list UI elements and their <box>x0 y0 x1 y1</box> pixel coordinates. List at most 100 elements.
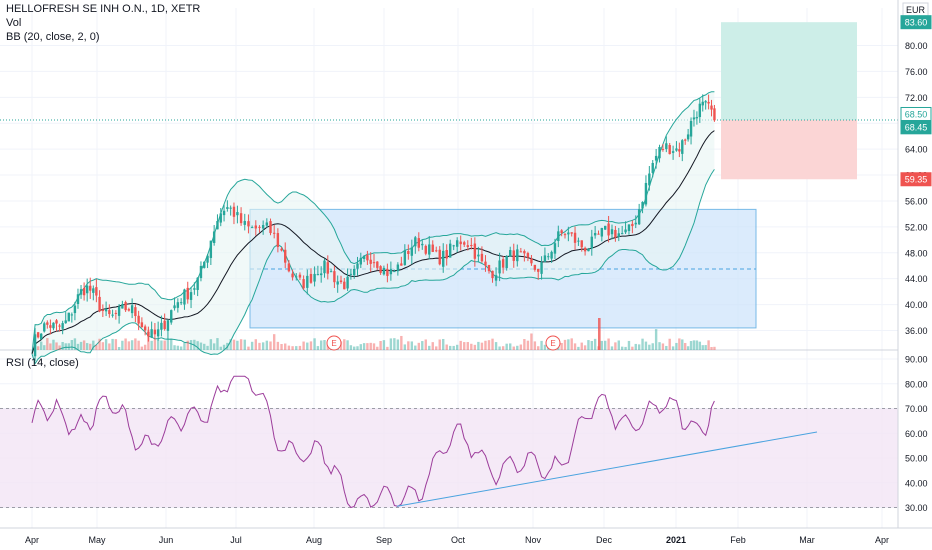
candle-body <box>82 288 86 296</box>
candle-body <box>352 268 356 276</box>
volume-bar <box>617 340 620 350</box>
volume-bar <box>226 342 229 350</box>
candle-body <box>442 250 445 267</box>
volume-bar <box>261 342 265 350</box>
volume-bar <box>173 345 176 350</box>
rsi-tick-label: 60.00 <box>905 429 928 439</box>
candle-body <box>76 294 80 305</box>
time-tick-label: Jul <box>230 535 242 545</box>
candle-body <box>33 334 37 357</box>
volume-bar <box>272 334 276 350</box>
candle-body <box>477 254 480 257</box>
volume-bar <box>665 345 668 350</box>
volume-bar <box>265 340 269 350</box>
candle-body <box>452 245 455 247</box>
long-position-tool[interactable] <box>0 22 898 180</box>
volume-bar <box>319 340 323 350</box>
volume-bar <box>104 339 108 350</box>
volume-bar <box>121 340 124 350</box>
volume-bar <box>396 339 400 350</box>
volume-bar <box>356 346 359 350</box>
candle-body <box>243 220 246 225</box>
candle-body <box>70 314 74 316</box>
volume-legend: Vol <box>6 17 22 29</box>
volume-bar <box>431 342 434 350</box>
candle-body <box>206 255 209 263</box>
volume-bar <box>43 345 46 350</box>
candle-body <box>147 331 150 337</box>
volume-bar <box>701 345 704 350</box>
volume-bar <box>92 340 95 350</box>
rsi-trendline <box>396 431 818 507</box>
candle-body <box>587 248 590 252</box>
candle-body <box>127 309 131 311</box>
candle-body <box>627 224 631 231</box>
volume-bar <box>193 339 196 350</box>
volume-bar <box>459 340 462 350</box>
volume-bar <box>637 344 641 350</box>
price-tick-label: 72.00 <box>905 93 928 103</box>
candle-body <box>376 261 379 268</box>
earnings-marker-circle <box>326 335 342 351</box>
volume-bar <box>407 341 410 350</box>
volume-bar <box>689 341 693 350</box>
candle-body <box>505 255 508 269</box>
candle-body <box>526 253 530 258</box>
candle-body <box>170 310 173 323</box>
volume-bar <box>95 345 98 350</box>
candle-body <box>516 249 519 262</box>
candle-body <box>637 209 641 225</box>
candle-body <box>396 264 400 272</box>
candle-body <box>487 264 491 272</box>
volume-bar <box>55 342 58 350</box>
volume-bar <box>239 339 243 350</box>
volume-bar <box>484 340 487 350</box>
candles <box>33 94 716 362</box>
volume-bar <box>445 344 448 350</box>
candle-body <box>153 329 157 335</box>
price-tag-stop <box>900 172 932 187</box>
volume-bar <box>376 346 379 350</box>
volume-bar <box>176 345 180 350</box>
volume-bar <box>498 346 501 350</box>
candle-body <box>455 240 459 247</box>
volume-bar <box>143 344 147 350</box>
volume-bar <box>58 345 61 350</box>
volume-bar <box>686 346 690 350</box>
time-tick-label: Oct <box>451 535 466 545</box>
candle-body <box>607 223 610 236</box>
candle-body <box>698 103 702 118</box>
candle-body <box>121 304 124 309</box>
candle-body <box>67 312 70 322</box>
volume-bar <box>428 345 431 350</box>
candle-body <box>410 247 414 256</box>
volume-bar <box>372 343 376 350</box>
candle-body <box>550 251 553 259</box>
price-axis[interactable]: 36.00 40.00 44.00 48.00 52.00 56.00 60.00 64.00… <box>897 0 932 528</box>
time-axis[interactable]: Apr May Jun Jul Aug Sep Oct Nov Dec 2021 Feb Mar Apr <box>0 527 932 545</box>
price-tick-label: 48.00 <box>905 248 928 258</box>
volume-bar <box>477 341 480 350</box>
volume-bar <box>403 344 407 350</box>
price-tick-label: 36.00 <box>905 326 928 336</box>
candle-body <box>236 212 239 216</box>
volume-bar <box>491 338 494 350</box>
volume-bar <box>216 338 219 350</box>
candle-body <box>64 320 67 324</box>
volume-bar <box>661 343 665 350</box>
volume-bar <box>668 338 671 350</box>
rsi-tick-label: 70.00 <box>905 404 928 414</box>
price-tag-target <box>900 15 932 30</box>
candle-body <box>684 139 687 141</box>
candle-body <box>302 279 305 289</box>
volume-bar <box>206 345 209 350</box>
candle-body <box>620 233 624 235</box>
volume-bar <box>269 341 272 350</box>
candle-body <box>463 242 466 245</box>
volume-bar <box>362 343 366 350</box>
candle-body <box>509 250 512 257</box>
rsi-band <box>0 408 898 508</box>
candle-body <box>134 307 137 317</box>
